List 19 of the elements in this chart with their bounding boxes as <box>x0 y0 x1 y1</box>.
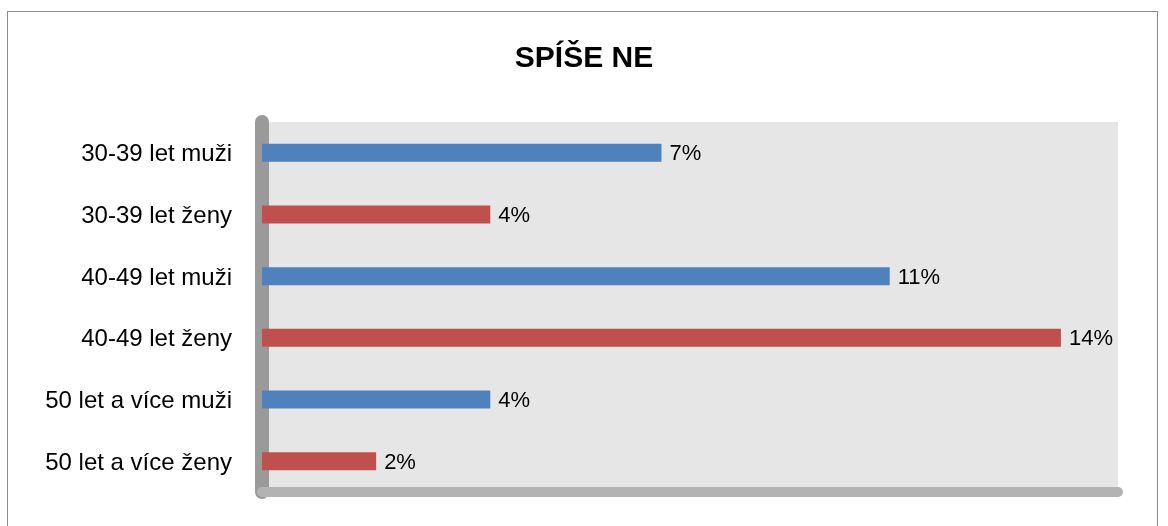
bar <box>262 143 662 162</box>
y-tick-label: 50 let a více ženy <box>45 447 232 475</box>
data-label: 7% <box>669 140 702 166</box>
y-tick-label: 40-49 let ženy <box>81 324 232 352</box>
y-tick-label: 30-39 let muži <box>81 139 232 167</box>
bar <box>262 390 491 409</box>
data-label: 2% <box>384 448 416 474</box>
y-tick-label: 50 let a více muži <box>45 386 232 413</box>
bar <box>262 267 890 286</box>
data-label: 11% <box>897 263 941 289</box>
data-label: 14% <box>1068 325 1113 351</box>
bar <box>262 328 1061 347</box>
y-tick-label: 40-49 let muži <box>81 262 232 290</box>
bar <box>262 452 377 471</box>
data-label: 4% <box>498 387 531 412</box>
y-tick-label: 30-39 let ženy <box>81 201 232 228</box>
chart-title: SPÍŠE NE <box>514 39 654 73</box>
data-label: 4% <box>498 202 531 227</box>
bar <box>262 205 491 224</box>
